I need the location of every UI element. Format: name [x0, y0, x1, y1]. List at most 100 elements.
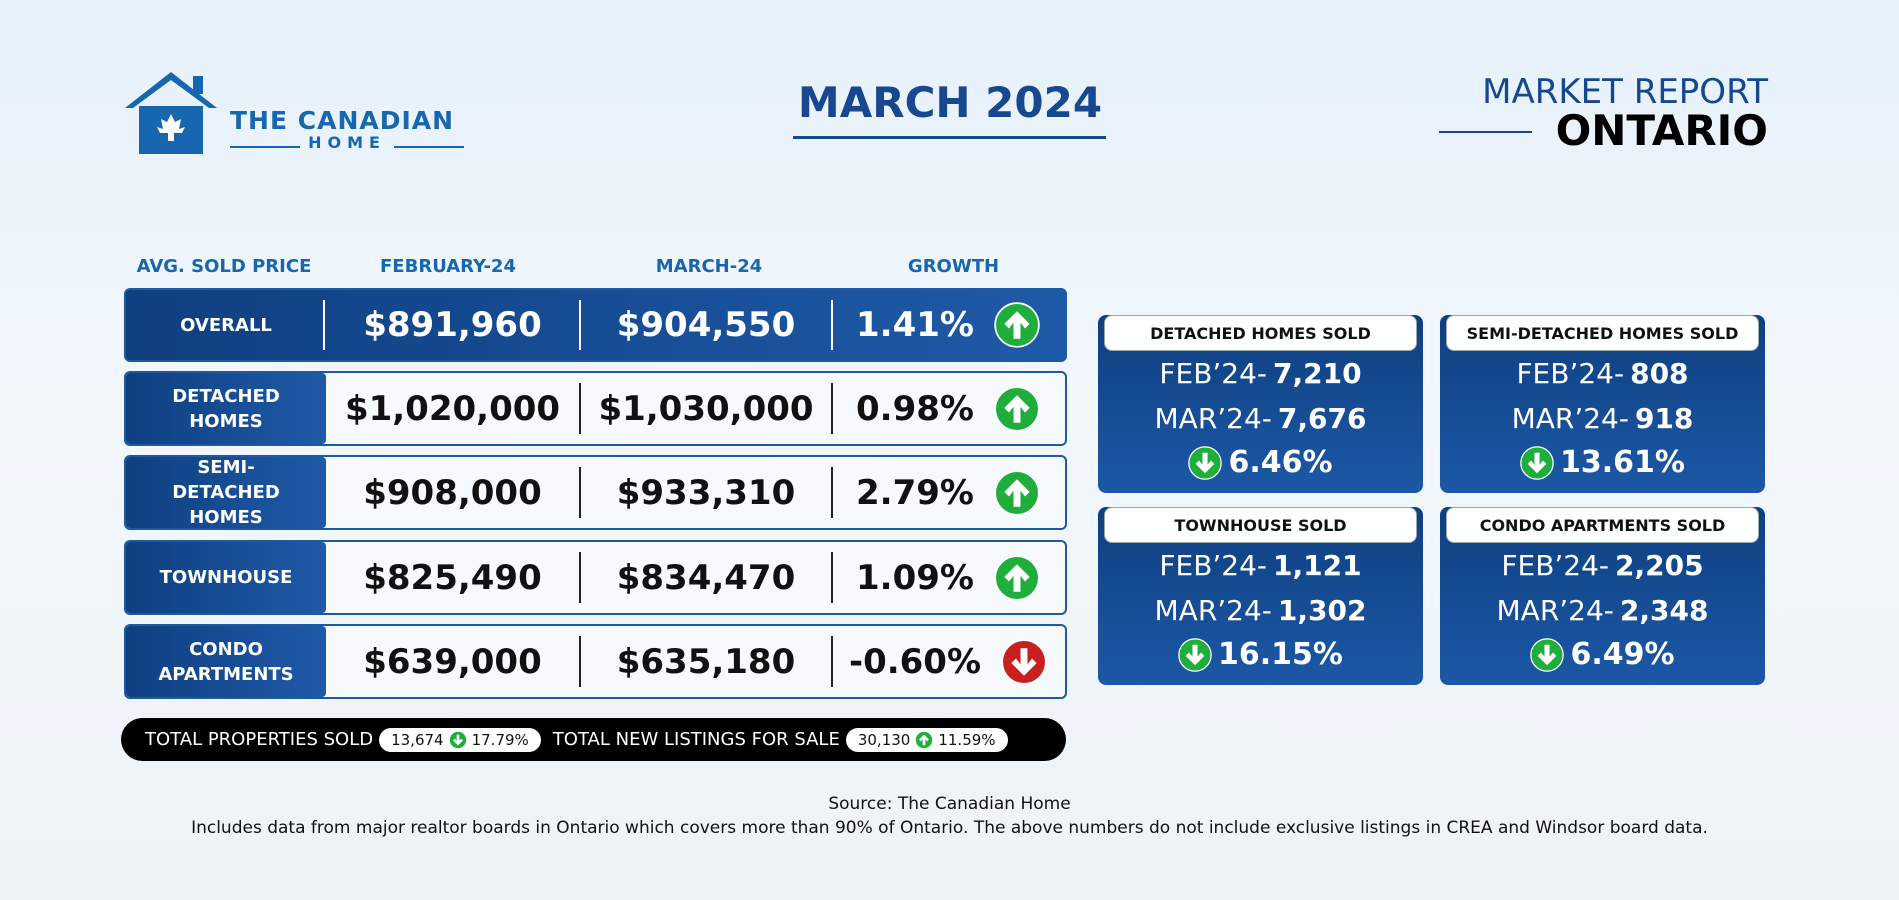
arrow-down — [1001, 638, 1047, 685]
row-label: SEMI-DETACHED HOMES — [126, 457, 326, 528]
arrow-shape — [1196, 452, 1215, 473]
total-pill: 30,130 11.59% — [845, 727, 1008, 752]
report-line2: ONTARIO — [1555, 106, 1768, 155]
arrow-up — [994, 554, 1040, 601]
table-row: TOWNHOUSE $825,490 $834,470 1.09% — [124, 540, 1067, 615]
mar-value: $834,470 — [616, 557, 796, 598]
arrow-shape — [919, 734, 930, 745]
feb-value: $825,490 — [363, 557, 542, 598]
growth-value: 1.41% — [856, 305, 974, 345]
totals-bar: TOTAL PROPERTIES SOLD 13,674 17.79% TOTAL N… — [121, 718, 1066, 761]
growth: -0.60% — [833, 626, 1063, 697]
arrow-down — [1178, 637, 1212, 672]
card-feb: FEB’24- 1,121 — [1098, 549, 1423, 582]
total-pill: 13,674 17.79% — [379, 727, 541, 752]
divider — [831, 300, 833, 350]
column-header: AVG. SOLD PRICE — [136, 256, 312, 277]
arrow-up — [994, 385, 1040, 432]
row-label: TOWNHOUSE — [126, 542, 326, 613]
row-label: CONDO APARTMENTS — [126, 626, 326, 697]
feb-count: 808 — [1630, 357, 1689, 390]
card-title: SEMI-DETACHED HOMES SOLD — [1446, 315, 1759, 351]
feb-count: 7,210 — [1273, 357, 1362, 390]
growth-value: -0.60% — [848, 641, 982, 682]
divider — [831, 636, 833, 687]
mar-value: $1,030,000 — [598, 388, 814, 429]
feb-value: $639,000 — [363, 641, 542, 682]
total-label: TOTAL PROPERTIES SOLD — [145, 729, 374, 750]
mar-value: $635,180 — [616, 641, 796, 682]
arrow-up — [915, 730, 934, 749]
arrow-shape — [1004, 394, 1030, 423]
card-title: DETACHED HOMES SOLD — [1104, 315, 1417, 351]
logo-text: THE CANADIAN — [230, 106, 455, 135]
growth-value: 0.98% — [856, 388, 974, 429]
total-value: 30,130 — [857, 730, 911, 749]
logo-subtext: HOME — [230, 133, 464, 152]
stat-card: SEMI-DETACHED HOMES SOLD FEB’24- 808 MAR’24… — [1440, 315, 1765, 493]
logo-icon — [125, 72, 217, 154]
card-change: 6.49% — [1440, 637, 1765, 672]
change-value: 6.46% — [1228, 445, 1333, 480]
card-feb: FEB’24- 7,210 — [1098, 357, 1423, 390]
stat-card: TOWNHOUSE SOLD FEB’24- 1,121 MAR’24- 1,302 16… — [1098, 507, 1423, 685]
card-mar: MAR’24- 2,348 — [1440, 594, 1765, 627]
card-mar: MAR’24- 7,676 — [1098, 402, 1423, 435]
growth-value: 1.09% — [856, 557, 974, 598]
stat-card: CONDO APARTMENTS SOLD FEB’24- 2,205 MAR’24-… — [1440, 507, 1765, 685]
growth: 2.79% — [833, 457, 1063, 528]
table-row: SEMI-DETACHED HOMES $908,000 $933,310 2.79% — [124, 455, 1067, 530]
arrow-shape — [1538, 644, 1557, 665]
table-row: OVERALL $891,960 $904,550 1.41% — [124, 288, 1067, 362]
divider — [323, 300, 325, 350]
growth: 1.41% — [833, 290, 1063, 360]
arrow-shape — [1185, 644, 1205, 665]
divider — [831, 552, 833, 603]
title-underline — [793, 136, 1106, 139]
feb-value: $908,000 — [363, 472, 542, 513]
card-change: 6.46% — [1098, 445, 1423, 480]
arrow-up — [994, 302, 1040, 348]
growth-value: 2.79% — [856, 472, 974, 513]
feb-value: $1,020,000 — [344, 388, 561, 429]
total-change: 11.59% — [938, 730, 996, 749]
mar-count: 7,676 — [1277, 402, 1367, 435]
divider — [579, 636, 581, 687]
source: Source: The Canadian Home — [828, 794, 1071, 814]
arrow-down — [1188, 445, 1223, 480]
title: MARCH 2024 — [797, 78, 1103, 127]
growth: 0.98% — [833, 373, 1063, 444]
feb-count: 1,121 — [1273, 549, 1362, 582]
arrow-down — [1530, 637, 1565, 672]
card-mar: MAR’24- 1,302 — [1098, 594, 1423, 627]
total-value: 13,674 — [391, 730, 444, 749]
change-value: 6.49% — [1570, 637, 1675, 672]
report-rule — [1439, 131, 1532, 133]
report-line1: MARKET REPORT — [1482, 72, 1768, 112]
arrow-shape — [1527, 452, 1547, 473]
feb-count: 2,205 — [1615, 549, 1704, 582]
mar-label: MAR’24- — [1154, 594, 1272, 627]
arrow-down — [448, 730, 467, 749]
growth: 1.09% — [833, 542, 1063, 613]
divider — [831, 467, 833, 518]
column-header: FEBRUARY-24 — [380, 256, 516, 277]
total-change: 17.79% — [471, 730, 529, 749]
divider — [579, 552, 581, 603]
card-change: 13.61% — [1440, 445, 1765, 480]
row-label: DETACHED HOMES — [126, 373, 326, 444]
card-change: 16.15% — [1098, 637, 1423, 672]
column-header: GROWTH — [907, 256, 1000, 277]
card-mar: MAR’24- 918 — [1440, 402, 1765, 435]
feb-label: FEB’24- — [1501, 549, 1610, 582]
note: Includes data from major realtor boards … — [191, 818, 1708, 838]
arrow-shape — [1004, 563, 1030, 592]
feb-label: FEB’24- — [1159, 549, 1268, 582]
feb-label: FEB’24- — [1516, 357, 1625, 390]
column-header: MARCH-24 — [655, 256, 763, 277]
arrow-up — [994, 469, 1040, 516]
card-title: TOWNHOUSE SOLD — [1104, 507, 1417, 543]
arrow-shape — [452, 734, 463, 745]
feb-label: FEB’24- — [1159, 357, 1268, 390]
total-label: TOTAL NEW LISTINGS FOR SALE — [552, 729, 840, 750]
